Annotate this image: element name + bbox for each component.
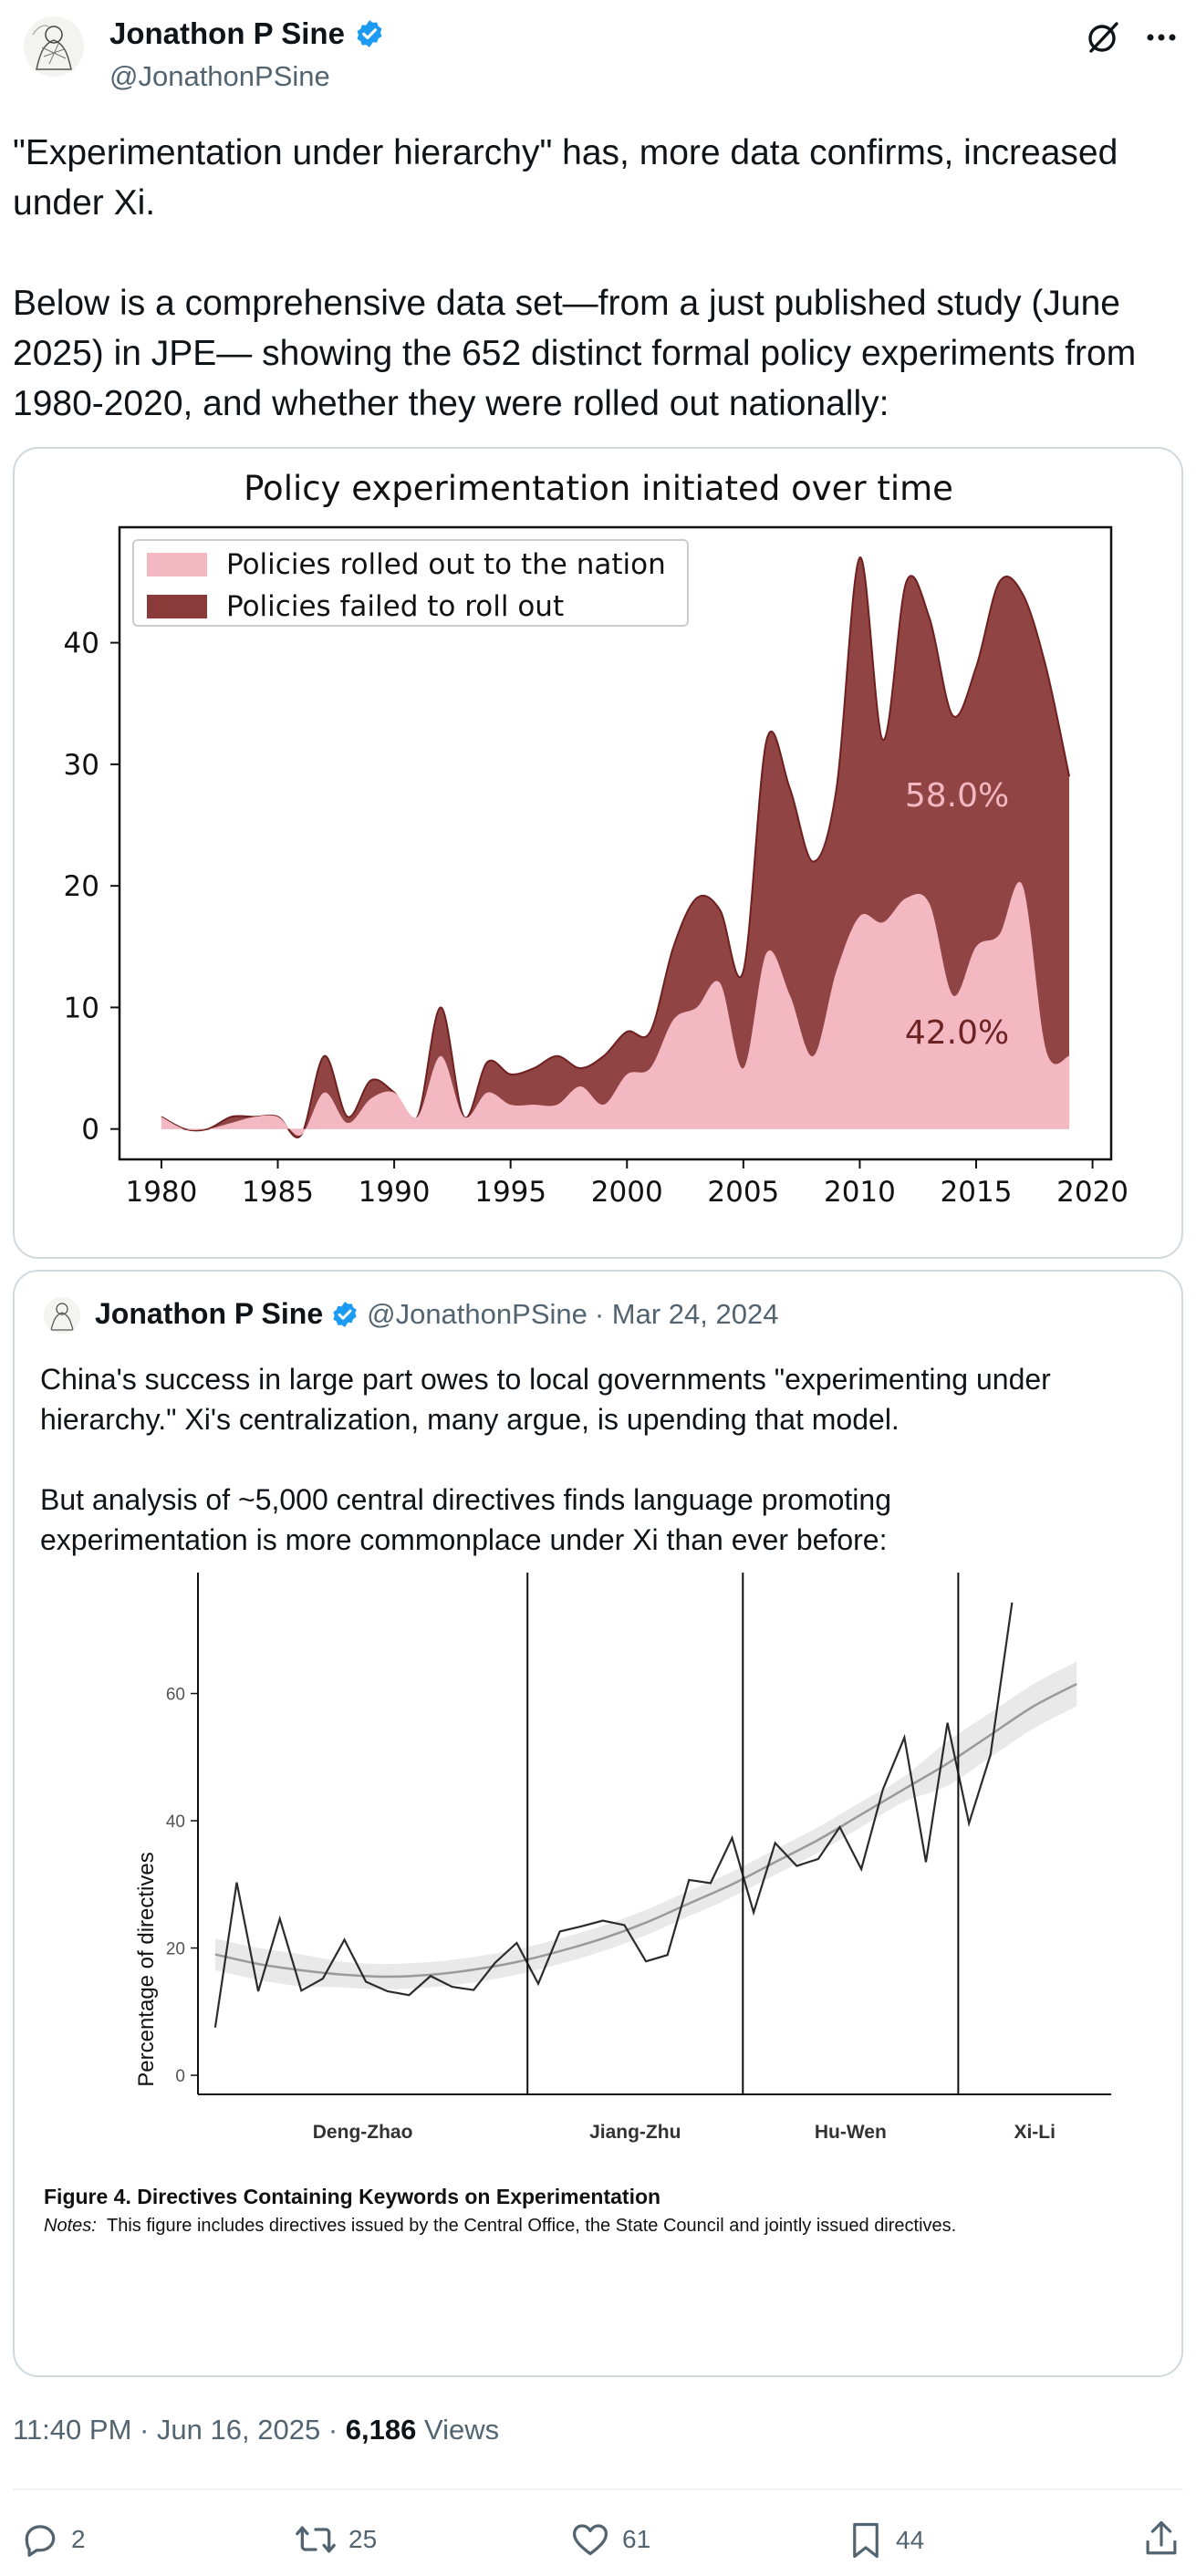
- divider: [13, 2488, 1183, 2490]
- x-tick-label: 2010: [824, 1176, 896, 1209]
- y-tick-label: 20: [64, 870, 99, 903]
- y-tick-label: 40: [166, 1813, 185, 1832]
- x-tick-label: 1980: [125, 1176, 197, 1209]
- series-line-directives: [213, 1602, 1014, 2028]
- chart-legend: Policies rolled out to the nation Polici…: [132, 539, 689, 627]
- plot-frame: [118, 525, 1113, 1161]
- x-tick-label: 1985: [242, 1176, 314, 1209]
- era-label: Xi-Li: [1014, 2122, 1056, 2143]
- trend-line: [214, 1682, 1077, 1979]
- y-axis-label: Percentage of directives: [134, 1852, 159, 2086]
- x-tick-label: 2015: [941, 1176, 1013, 1209]
- quote-tweet-card[interactable]: Jonathon P Sine @JonathonPSine · Mar 24,…: [13, 1270, 1183, 2377]
- heart-icon: [572, 2524, 608, 2556]
- x-tick-label: 1990: [359, 1176, 431, 1209]
- x-tick-label: 2005: [707, 1176, 779, 1209]
- figure-caption: Figure 4. Directives Containing Keywords…: [44, 2185, 660, 2208]
- more-icon[interactable]: [1142, 18, 1180, 57]
- quote-author-name: Jonathon P Sine: [95, 1297, 324, 1330]
- legend-swatch-failed: [147, 595, 207, 618]
- quote-text-line: But analysis of ~5,000 central directive…: [40, 1483, 891, 1516]
- views-label: Views: [423, 2414, 500, 2446]
- trend-confidence-band: [214, 1661, 1077, 1989]
- quote-date: · Mar 24, 2024: [594, 1297, 779, 1330]
- era-label: Deng-Zhao: [313, 2122, 413, 2143]
- figure-notes-label: Notes:: [44, 2216, 97, 2236]
- legend-label: Policies rolled out to the nation: [226, 548, 666, 581]
- repost-icon: [296, 2526, 336, 2553]
- author-name[interactable]: Jonathon P Sine: [109, 16, 345, 50]
- tweet-text-line: under Xi.: [13, 183, 156, 223]
- x-tick-label: 1995: [474, 1176, 546, 1209]
- legend-swatch-rolled-out: [147, 553, 207, 576]
- era-label: Jiang-Zhu: [589, 2122, 681, 2143]
- bookmark-count: 44: [896, 2526, 925, 2554]
- share-button[interactable]: [1142, 2518, 1180, 2560]
- annotation-failed-share: 58.0%: [905, 777, 1009, 815]
- views-count: 6,186: [345, 2414, 417, 2446]
- verified-badge-icon: [357, 20, 382, 47]
- tweet-text-line: 2025) in JPE— showing the 652 distinct f…: [13, 334, 1137, 373]
- quote-author-avatar: [44, 1297, 80, 1334]
- reply-icon: [25, 2525, 56, 2557]
- bookmark-icon: [853, 2522, 879, 2559]
- avatar-sketch-icon: [24, 16, 84, 77]
- area-chart: Policy experimentation initiated over ti…: [64, 469, 1128, 1209]
- y-tick-label: 30: [64, 749, 99, 782]
- repost-button[interactable]: 25: [294, 2519, 377, 2560]
- tweet-text-line: 1980-2020, and whether they were rolled …: [13, 384, 889, 423]
- like-button[interactable]: 61: [569, 2519, 650, 2560]
- like-count: 61: [622, 2525, 651, 2553]
- y-tick-label: 40: [64, 628, 99, 660]
- era-label: Hu-Wen: [815, 2122, 887, 2143]
- grok-icon[interactable]: [1084, 18, 1122, 57]
- share-icon: [1146, 2520, 1177, 2555]
- legend-label: Policies failed to roll out: [226, 590, 564, 623]
- avatar-sketch-icon: [44, 1297, 80, 1334]
- y-tick-label: 10: [64, 992, 99, 1024]
- verified-badge-icon: [333, 1301, 357, 1327]
- media-card[interactable]: Policy experimentation initiated over ti…: [13, 447, 1183, 1259]
- annotation-rolled-share: 42.0%: [905, 1014, 1009, 1052]
- repost-count: 25: [348, 2525, 378, 2553]
- quote-author-handle: @JonathonPSine: [367, 1297, 588, 1330]
- author-handle[interactable]: @JonathonPSine: [109, 60, 330, 92]
- reply-count: 2: [71, 2525, 86, 2553]
- reply-button[interactable]: 2: [20, 2519, 86, 2560]
- tweet-timestamp[interactable]: 11:40 PM · Jun 16, 2025 ·: [13, 2414, 338, 2446]
- y-tick-label: 60: [166, 1686, 185, 1705]
- author-avatar[interactable]: [24, 16, 84, 77]
- quote-text-line: China's success in large part owes to lo…: [40, 1363, 1051, 1396]
- tweet-text-line: "Experimentation under hierarchy" has, m…: [13, 133, 1118, 172]
- figure-notes-text: This figure includes directives issued b…: [107, 2216, 956, 2236]
- quote-text-line: experimentation is more commonplace unde…: [40, 1523, 888, 1556]
- x-tick-label: 2020: [1056, 1176, 1128, 1209]
- quote-text-line: hierarchy." Xi's centralization, many ar…: [40, 1403, 900, 1436]
- svg-text:Notes: This figure inclu: Notes: This figure includes directives i…: [44, 2216, 956, 2236]
- series-line-failed: [161, 556, 1071, 1138]
- tweet-meta: 11:40 PM · Jun 16, 2025 · 6,186 Views: [13, 2414, 499, 2446]
- chart-title: Policy experimentation initiated over ti…: [244, 469, 953, 508]
- y-tick-label: 0: [175, 2067, 185, 2086]
- bookmark-button[interactable]: 44: [847, 2519, 924, 2561]
- x-tick-label: 2000: [591, 1176, 663, 1209]
- line-chart: 0 20 40 60 Deng-Zhao Jiang-Zhu Hu-Wen Xi-Li Per…: [44, 1573, 1111, 2236]
- y-tick-label: 20: [166, 1940, 185, 1959]
- tweet-text: "Experimentation under hierarchy" has, m…: [13, 128, 1180, 429]
- tweet-text-line: Below is a comprehensive data set—from a…: [13, 284, 1120, 323]
- series-area-rolled-out: [161, 881, 1070, 1136]
- y-tick-label: 0: [81, 1114, 99, 1147]
- quote-text: China's success in large part owes to lo…: [40, 1359, 1162, 1560]
